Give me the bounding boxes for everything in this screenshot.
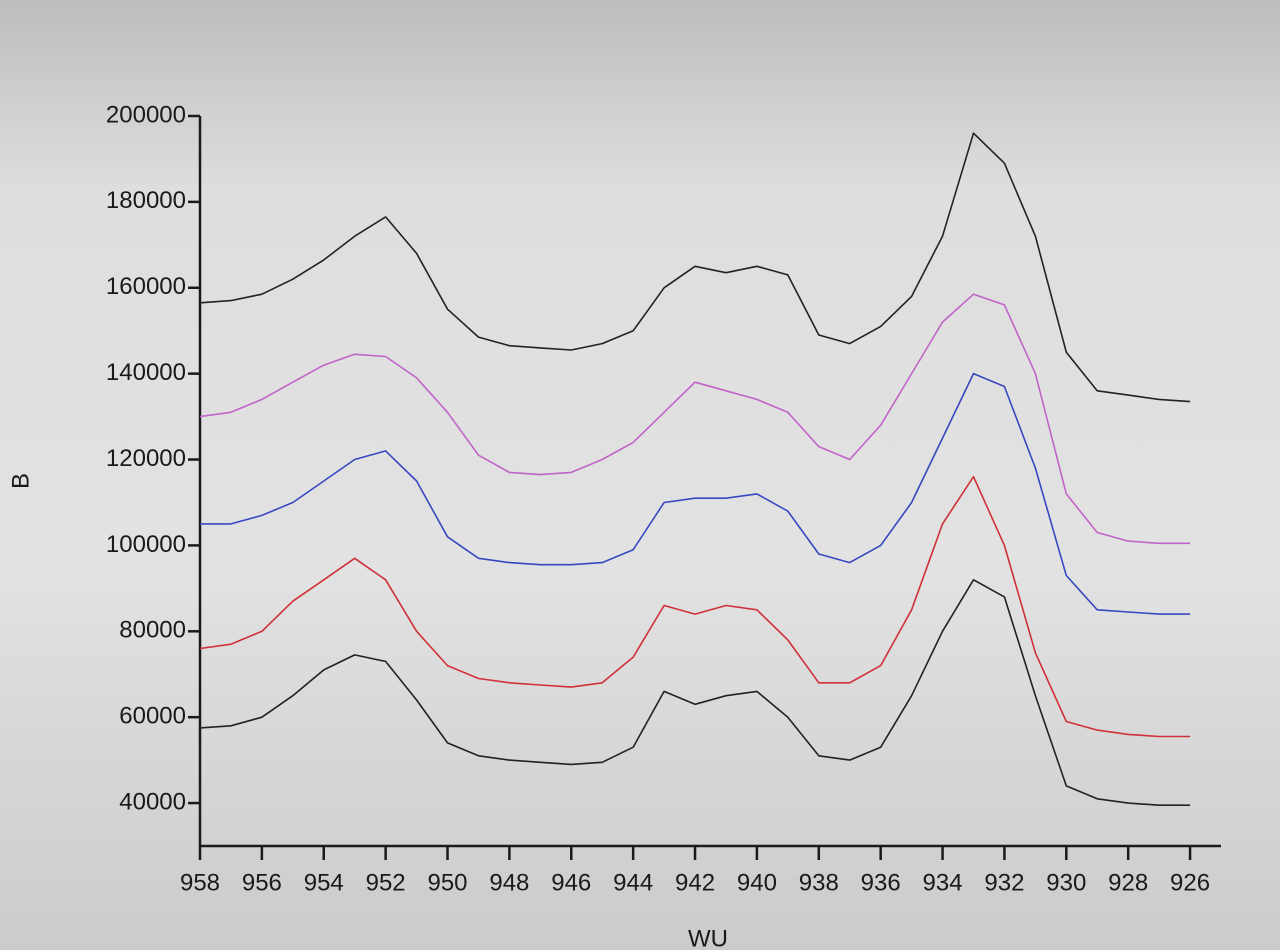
x-tick-label: 934 bbox=[923, 869, 963, 896]
y-tick-label: 60000 bbox=[119, 703, 186, 730]
x-axis-label: WU bbox=[688, 925, 728, 950]
x-tick-label: 956 bbox=[242, 869, 282, 896]
series-line bbox=[200, 372, 1191, 615]
x-tick-label: 936 bbox=[861, 869, 901, 896]
x-tick-label: 952 bbox=[366, 869, 406, 896]
series-line bbox=[199, 579, 1191, 806]
y-tick-label: 180000 bbox=[106, 187, 186, 214]
x-tick-label: 938 bbox=[799, 869, 839, 896]
series-line bbox=[199, 132, 1191, 403]
y-tick-label: 140000 bbox=[106, 359, 186, 386]
y-tick-label: 80000 bbox=[119, 617, 186, 644]
x-tick-label: 946 bbox=[551, 869, 591, 896]
x-tick-label: 928 bbox=[1108, 869, 1148, 896]
y-tick-label: 40000 bbox=[119, 788, 186, 815]
x-tick-label: 950 bbox=[427, 869, 467, 896]
x-tick-label: 958 bbox=[180, 869, 220, 896]
series-line bbox=[199, 475, 1191, 738]
series-line bbox=[199, 293, 1191, 545]
x-tick-label: 930 bbox=[1046, 869, 1086, 896]
y-tick-label: 120000 bbox=[106, 445, 186, 472]
x-tick-label: 944 bbox=[613, 869, 653, 896]
y-axis-label: B bbox=[7, 473, 34, 489]
y-tick-label: 160000 bbox=[106, 273, 186, 300]
x-tick-label: 940 bbox=[737, 869, 777, 896]
y-tick-label: 100000 bbox=[106, 531, 186, 558]
x-tick-label: 954 bbox=[304, 869, 344, 896]
x-tick-label: 948 bbox=[489, 869, 529, 896]
x-tick-label: 926 bbox=[1170, 869, 1210, 896]
x-tick-label: 932 bbox=[984, 869, 1024, 896]
y-tick-label: 200000 bbox=[106, 101, 186, 128]
x-tick-label: 942 bbox=[675, 869, 715, 896]
